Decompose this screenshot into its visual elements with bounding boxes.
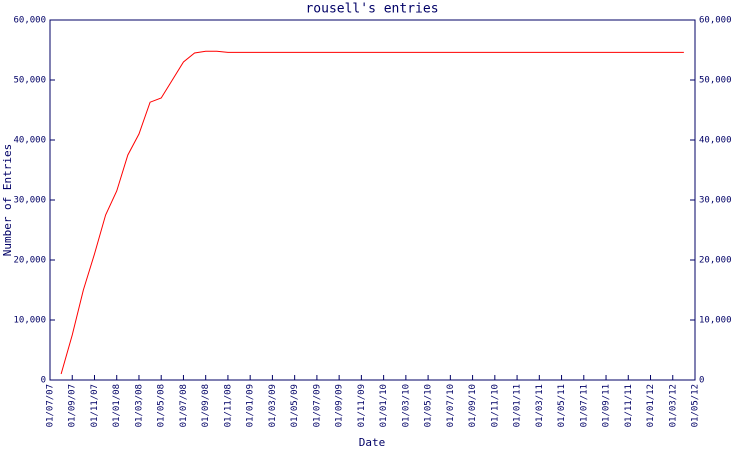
x-tick-label: 01/07/10 (446, 384, 456, 427)
y-tick-label: 40,000 (13, 136, 46, 146)
x-tick-label: 01/09/11 (602, 384, 612, 427)
x-tick-label: 01/11/10 (490, 384, 500, 427)
x-tick-label: 01/07/11 (579, 384, 589, 427)
x-tick-label: 01/05/09 (290, 384, 300, 427)
x-tick-label: 01/11/07 (90, 384, 100, 427)
x-tick-label: 01/09/10 (468, 384, 478, 427)
x-tick-label: 01/05/12 (691, 384, 701, 427)
x-tick-label: 01/11/09 (357, 384, 367, 427)
x-tick-label: 01/11/11 (624, 384, 634, 427)
y2-tick-label: 50,000 (699, 76, 732, 86)
x-tick-label: 01/03/10 (401, 384, 411, 427)
y2-tick-label: 10,000 (699, 316, 732, 326)
chart-title: rousell's entries (305, 2, 438, 17)
x-tick-label: 01/09/08 (201, 384, 211, 427)
plot-frame (49, 19, 696, 381)
y-tick-label: 50,000 (13, 76, 46, 86)
y-tick-label: 60,000 (13, 16, 46, 26)
y2-tick-label: 30,000 (699, 196, 732, 206)
x-tick-label: 01/05/10 (424, 384, 434, 427)
x-tick-label: 01/03/08 (134, 384, 144, 427)
x-tick-label: 01/09/09 (335, 384, 345, 427)
x-tick-label: 01/01/09 (246, 384, 256, 427)
x-tick-label: 01/01/11 (513, 384, 523, 427)
y2-tick-label: 0 (699, 376, 704, 386)
x-tick-label: 01/07/09 (312, 384, 322, 427)
data-line (60, 50, 684, 375)
y-axis-label: Number of Entries (1, 144, 14, 257)
y-tick-label: 10,000 (13, 316, 46, 326)
y2-tick-label: 40,000 (699, 136, 732, 146)
x-tick-label: 01/05/08 (157, 384, 167, 427)
y-tick-label: 0 (41, 376, 46, 386)
x-tick-label: 01/09/07 (68, 384, 78, 427)
y-tick-label: 30,000 (13, 196, 46, 206)
y2-tick-label: 20,000 (699, 256, 732, 266)
x-tick-label: 01/07/07 (46, 384, 56, 427)
x-tick-label: 01/03/12 (668, 384, 678, 427)
x-tick-label: 01/03/11 (535, 384, 545, 427)
x-tick-label: 01/11/08 (223, 384, 233, 427)
x-tick-label: 01/01/12 (646, 384, 656, 427)
x-tick-label: 01/05/11 (557, 384, 567, 427)
x-tick-label: 01/03/09 (268, 384, 278, 427)
x-axis-label: Date (359, 436, 386, 449)
x-tick-label: 01/07/08 (179, 384, 189, 427)
x-tick-label: 01/01/10 (379, 384, 389, 427)
y-tick-label: 20,000 (13, 256, 46, 266)
x-tick-label: 01/01/08 (112, 384, 122, 427)
y2-tick-label: 60,000 (699, 16, 732, 26)
